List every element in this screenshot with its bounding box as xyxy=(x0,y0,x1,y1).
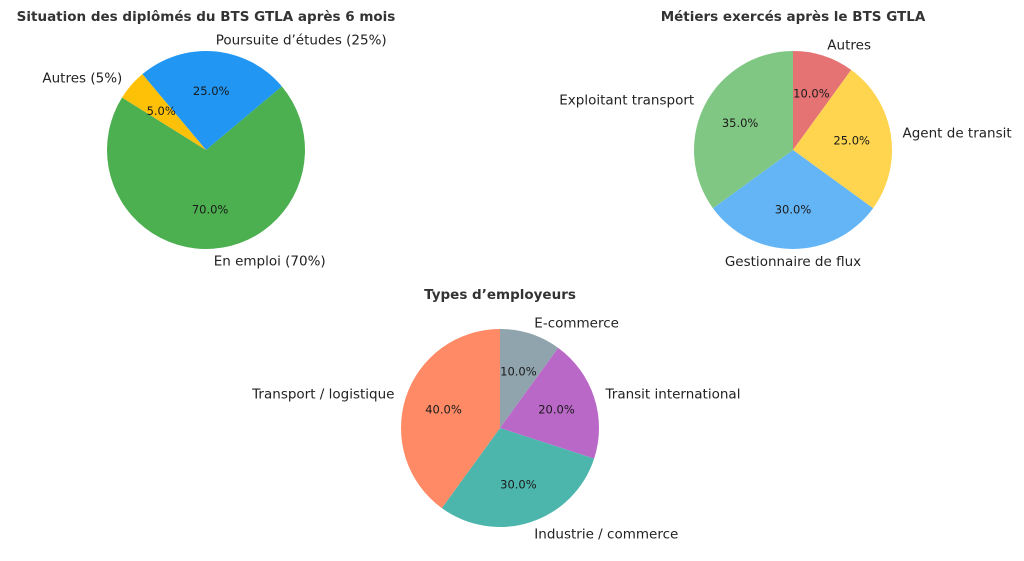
pie-slice-transit-international xyxy=(500,347,599,459)
chart-emploi: Situation des diplômés du BTS GTLA après… xyxy=(17,9,396,270)
pie-slice-en-emploi-70 xyxy=(107,86,306,249)
pie-slice-autres-5 xyxy=(122,74,206,150)
pie-percent-label: 20.0% xyxy=(538,403,575,417)
pie-percent-label: 5.0% xyxy=(147,104,176,118)
pie-metiers: 10.0% Autres 25.0% Agent de transit 30.0% Ges… xyxy=(559,38,1011,270)
pie-slice-label: Poursuite d’études (25%) xyxy=(216,33,387,49)
pie-slice-label: Autres (5%) xyxy=(42,70,122,86)
pie-slice-label: Transport / logistique xyxy=(251,387,394,403)
pie-percent-label: 10.0% xyxy=(793,87,830,101)
pie-slice-poursuite-d-etudes-25 xyxy=(142,50,282,151)
pie-slice-label: Agent de transit xyxy=(903,126,1012,142)
pie-slice-label: E-commerce xyxy=(534,316,619,332)
pie-slice-label: Gestionnaire de flux xyxy=(725,254,861,270)
chart-title-employeurs: Types d’employeurs xyxy=(424,287,576,303)
chart-metiers: Métiers exercés après le BTS GTLA 10.0% A… xyxy=(559,9,1011,270)
pie-percent-label: 25.0% xyxy=(833,134,870,148)
pie-slice-industrie-commerce xyxy=(441,428,595,527)
pie-slice-gestionnaire-de-flux xyxy=(712,150,874,249)
pie-emploi: 70.0% En emploi (70%) 25.0% Poursuite d’étu… xyxy=(42,33,386,270)
pie-slice-label: Transit international xyxy=(605,387,741,403)
pie-slice-label: Industrie / commerce xyxy=(534,527,678,543)
pie-slice-e-commerce xyxy=(500,329,559,428)
pie-slice-transport-logistique xyxy=(401,329,500,509)
pie-percent-label: 25.0% xyxy=(193,84,230,98)
pie-percent-label: 30.0% xyxy=(500,478,537,492)
pie-slice-exploitant-transport xyxy=(694,51,793,209)
pie-slice-label: Exploitant transport xyxy=(559,93,694,109)
pie-employeurs: 10.0% E-commerce 20.0% Transit internationa… xyxy=(251,316,740,543)
pie-slice-autres xyxy=(793,51,852,150)
pie-percent-label: 40.0% xyxy=(425,403,462,417)
pie-percent-label: 30.0% xyxy=(775,202,812,216)
pie-slice-label: Autres xyxy=(827,38,871,54)
chart-title-emploi: Situation des diplômés du BTS GTLA après… xyxy=(17,9,396,25)
pie-slice-label: En emploi (70%) xyxy=(214,254,326,270)
pie-percent-label: 70.0% xyxy=(192,202,229,216)
chart-title-metiers: Métiers exercés après le BTS GTLA xyxy=(661,9,926,25)
pie-percent-label: 10.0% xyxy=(500,365,537,379)
pie-percent-label: 35.0% xyxy=(722,116,759,130)
chart-employeurs: Types d’employeurs 10.0% E-commerce 20.0% T… xyxy=(251,287,740,543)
pie-slice-agent-de-transit xyxy=(793,69,892,209)
